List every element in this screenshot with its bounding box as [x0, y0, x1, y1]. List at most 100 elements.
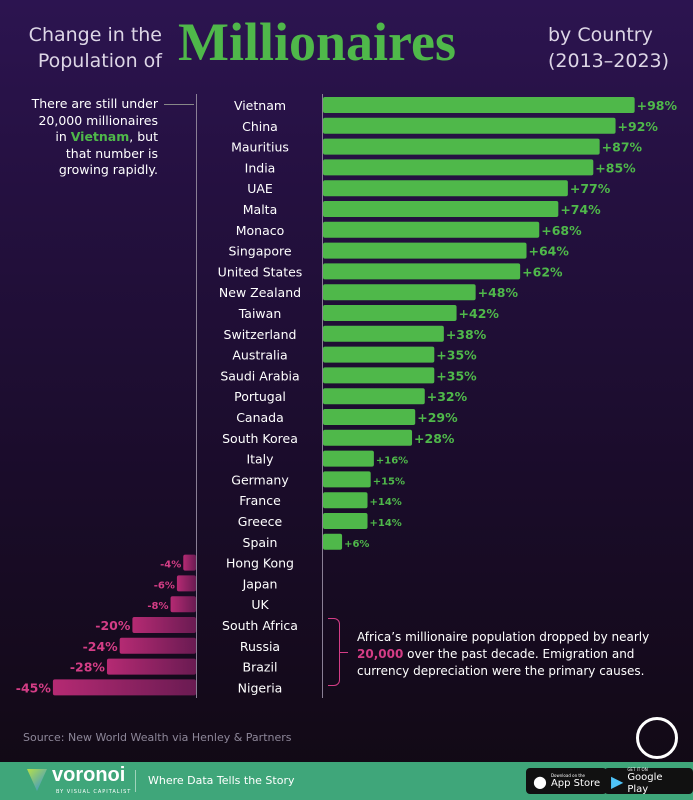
data-label: +42%: [459, 306, 500, 321]
title-right-line2: (2013–2023): [548, 50, 670, 72]
data-label: -28%: [70, 660, 106, 675]
category-label: Hong Kong: [226, 556, 294, 571]
app-store-label: App Store: [550, 777, 601, 789]
data-label: +15%: [373, 476, 405, 487]
category-label: Brazil: [243, 660, 278, 675]
category-label: New Zealand: [219, 285, 301, 300]
brand-name: voronoi: [52, 764, 126, 786]
annotation-connector: [164, 104, 194, 105]
category-label: Canada: [236, 410, 284, 425]
title-left-line1: Change in the: [28, 24, 162, 46]
data-label: +64%: [529, 244, 570, 259]
category-label: Singapore: [228, 244, 291, 259]
axis-line-left: [196, 94, 197, 698]
bar: [323, 242, 527, 259]
data-label: +77%: [570, 181, 611, 196]
data-label: +62%: [522, 264, 563, 279]
data-label: -8%: [147, 601, 168, 612]
title-right-line1: by Country: [548, 24, 653, 46]
category-label: Germany: [231, 472, 289, 487]
bar: [323, 263, 521, 280]
category-label: Malta: [243, 202, 277, 217]
category-label: Taiwan: [238, 306, 282, 321]
data-label: +74%: [560, 202, 601, 217]
google-play-small: GET IT ON: [627, 766, 648, 772]
bar: [176, 575, 196, 592]
bar: [323, 201, 559, 217]
bar: [323, 513, 368, 529]
bar: [323, 325, 444, 342]
data-label: +32%: [427, 389, 468, 404]
category-label: Nigeria: [238, 680, 283, 695]
data-label: +35%: [436, 368, 477, 383]
category-label: Mauritius: [231, 140, 289, 155]
vietnam-annotation: There are still under 20,000 millionaire…: [30, 96, 158, 179]
africa-annotation: Africa’s millionaire population dropped …: [357, 629, 677, 680]
divider: [135, 770, 136, 792]
bracket-tick: [340, 652, 348, 653]
apple-icon: ●: [533, 771, 547, 791]
category-label: United States: [218, 264, 303, 279]
data-label: +87%: [602, 140, 643, 155]
category-label: UK: [251, 597, 269, 612]
bar: [119, 637, 196, 654]
visual-capitalist-logo-icon: [636, 717, 678, 759]
data-label: -45%: [16, 680, 52, 695]
category-label: Spain: [243, 535, 278, 550]
bar: [323, 409, 416, 425]
bar: [106, 658, 196, 675]
bar: [323, 159, 594, 176]
category-label: Saudi Arabia: [220, 368, 299, 383]
tagline: Where Data Tells the Story: [148, 774, 295, 787]
data-label: +68%: [541, 223, 582, 238]
bar: [323, 388, 425, 405]
google-play-button[interactable]: ▶ GET IT ON Google Play: [604, 766, 693, 795]
data-label: +35%: [436, 348, 477, 363]
category-label: Australia: [232, 348, 287, 363]
category-label: UAE: [247, 181, 273, 196]
bar: [323, 367, 435, 384]
category-label: Japan: [242, 576, 278, 591]
category-label: South Korea: [222, 431, 298, 446]
bar: [183, 554, 196, 571]
bar: [323, 533, 343, 550]
data-label: +85%: [595, 160, 636, 175]
category-label: Switzerland: [224, 327, 297, 342]
category-label: Russia: [240, 639, 280, 654]
bar: [323, 221, 540, 238]
bar: [132, 617, 196, 633]
category-label: Italy: [246, 452, 274, 467]
annotation-text: Africa’s millionaire population dropped …: [357, 630, 650, 644]
data-label: -6%: [154, 580, 175, 591]
voronoi-logo-icon: [27, 769, 47, 791]
africa-bracket: [328, 618, 340, 686]
data-label: +14%: [370, 518, 402, 529]
bar: [323, 492, 368, 509]
bar: [323, 429, 413, 446]
bar: [52, 679, 197, 696]
bar: [323, 97, 635, 113]
data-label: +28%: [414, 431, 455, 446]
app-store-button[interactable]: ● Download on the App Store: [526, 768, 608, 794]
brand-sub: BY VISUAL CAPITALIST: [56, 789, 132, 795]
data-label: +38%: [446, 327, 487, 342]
bar: [323, 138, 600, 155]
category-label: China: [242, 119, 278, 134]
data-label: -24%: [83, 639, 119, 654]
data-label: +92%: [618, 119, 659, 134]
footer: voronoi BY VISUAL CAPITALIST Where Data …: [0, 762, 693, 800]
data-label: +98%: [637, 98, 678, 113]
bar: [323, 305, 457, 321]
category-label: Greece: [238, 514, 283, 529]
category-label: France: [239, 493, 281, 508]
annotation-highlight: Vietnam: [70, 129, 130, 144]
google-play-icon: ▶: [611, 771, 624, 791]
category-label: India: [245, 160, 276, 175]
category-label: Portugal: [234, 389, 286, 404]
title-left: Change in the Population of: [22, 22, 162, 74]
annotation-text: , but that number is growing rapidly.: [58, 129, 158, 177]
title-right: by Country (2013–2023): [548, 22, 669, 74]
data-label: +6%: [344, 539, 369, 550]
app-store-small: Download on the: [550, 772, 585, 778]
bar: [323, 471, 371, 488]
